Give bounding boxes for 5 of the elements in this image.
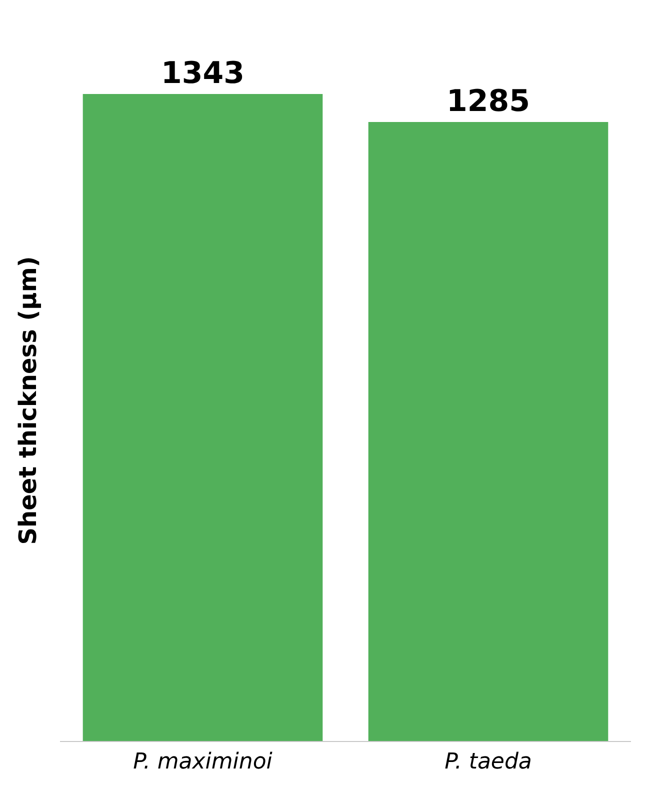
x-tick-label: P. taeda (444, 749, 532, 774)
data-label: 1285 (446, 84, 530, 119)
x-tick-label: P. maximinoi (133, 749, 272, 774)
y-axis-title: Sheet thickness (µm) (14, 256, 42, 545)
data-label: 1343 (161, 56, 244, 92)
